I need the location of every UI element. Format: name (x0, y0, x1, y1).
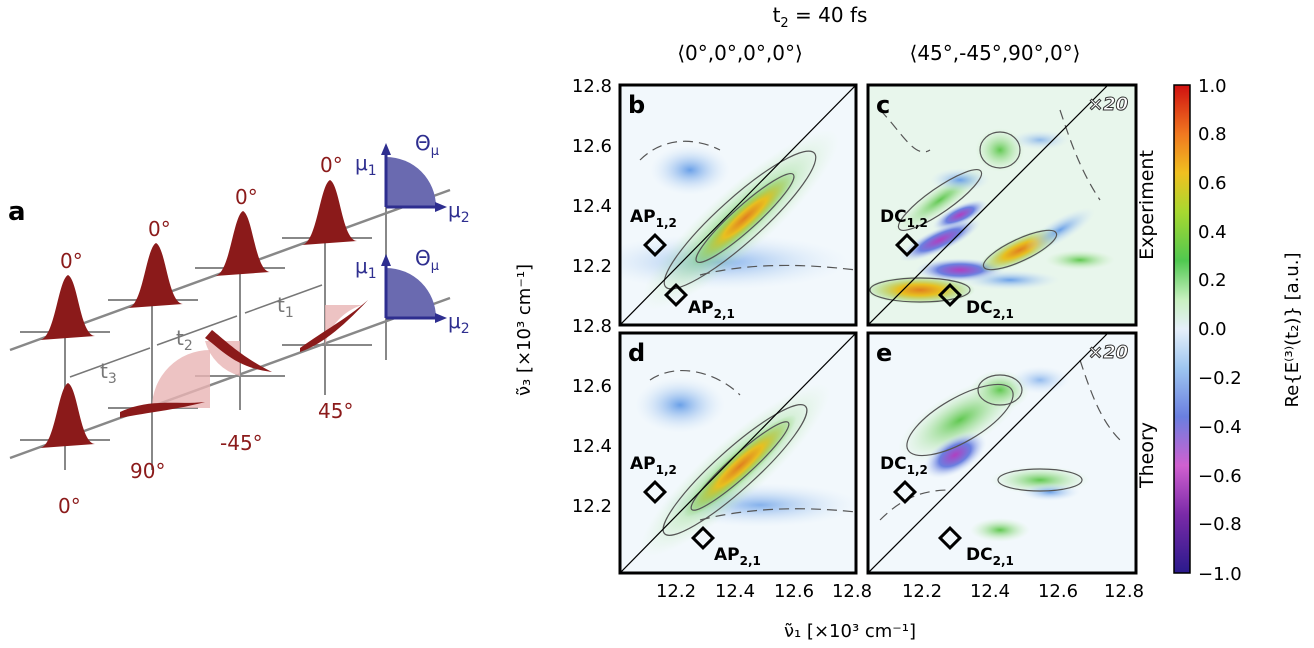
cbar-tick: 0.4 (1198, 222, 1227, 243)
y-tick: 12.4 (572, 196, 612, 217)
dipole-top (381, 143, 447, 212)
x-tick: 12.6 (774, 581, 814, 602)
colorbar: 1.0 0.8 0.6 0.4 0.2 0.0 −0.2 −0.4 −0.6 −… (1173, 76, 1303, 585)
x-tick: 12.2 (656, 581, 696, 602)
angle-top-3: 0° (235, 185, 258, 209)
angle-bottom-1: 0° (58, 494, 81, 518)
ap12-marker (642, 232, 668, 258)
angle-bottom-2: 90° (130, 459, 165, 483)
panel-e: e ×20 DC1,2 DC2,1 (866, 331, 1138, 575)
column-header-1: ⟨0°,0°,0°,0°⟩ (677, 41, 803, 65)
dc12-marker-c (894, 232, 920, 258)
panel-c-scale: ×20 (1088, 94, 1128, 115)
delay-t3: t3 (100, 359, 117, 387)
ap21-marker (663, 282, 689, 308)
panel-d: d AP1,2 AP2,1 (618, 331, 858, 575)
ap21-label: AP2,1 (688, 298, 735, 321)
mu1-label-bottom: μ1 (355, 254, 377, 282)
y-tick: 12.4 (572, 436, 612, 457)
t2-header: t2 = 40 fs (773, 3, 868, 31)
theta-label-bottom: Θμ (415, 246, 439, 274)
y-ticks: 12.8 12.6 12.4 12.2 12.8 12.6 12.4 12.2 (572, 76, 612, 517)
ap12-label: AP1,2 (630, 207, 677, 230)
panel-a-letter: a (8, 197, 26, 227)
angle-top-2: 0° (148, 217, 171, 241)
x-ticks: 12.2 12.4 12.6 12.8 12.2 12.4 12.6 12.8 (656, 581, 1144, 602)
x-axis-label: ν̃₁ [×10³ cm⁻¹] (784, 621, 916, 642)
x-tick: 12.8 (832, 581, 872, 602)
panel-b-letter: b (628, 91, 645, 119)
y-tick: 12.2 (572, 256, 612, 277)
delay-t1: t1 (277, 293, 294, 321)
cbar-tick: 1.0 (1198, 76, 1227, 97)
mu1-label-top: μ1 (355, 151, 377, 179)
ap21-marker-d (690, 525, 716, 551)
dc21-marker-e (937, 525, 963, 551)
y-axis-label: ν̃₃ [×10³ cm⁻¹] (514, 264, 535, 396)
x-tick: 12.8 (1104, 581, 1144, 602)
angle-bottom-3: -45° (220, 431, 263, 455)
cbar-tick: 0.2 (1198, 270, 1227, 291)
mu2-label-top: μ2 (448, 198, 470, 226)
y-tick: 12.2 (572, 496, 612, 517)
panel-b: b AP1,2 AP2,1 (618, 83, 858, 327)
cbar-tick: −0.4 (1198, 417, 1242, 438)
cbar-tick: 0.0 (1198, 319, 1227, 340)
dc21-marker-c (937, 282, 963, 308)
delay-t2: t2 (176, 326, 193, 354)
panel-c: c ×20 DC1,2 DC2,1 (866, 83, 1138, 327)
panel-e-letter: e (876, 339, 892, 367)
x-tick: 12.2 (902, 581, 942, 602)
cbar-tick: −0.6 (1198, 466, 1242, 487)
colorbar-ticks: 1.0 0.8 0.6 0.4 0.2 0.0 −0.2 −0.4 −0.6 −… (1198, 76, 1242, 585)
ap21-label-d: AP2,1 (714, 545, 761, 568)
colorbar-label: Re{E⁽³⁾(t₂)} [a.u.] (1282, 252, 1303, 407)
angle-bottom-4: 45° (318, 399, 353, 423)
dc12-label-e: DC1,2 (880, 454, 928, 477)
row-label-experiment: Experiment (1136, 150, 1158, 260)
theta-label-top: Θμ (415, 131, 439, 159)
x-tick: 12.6 (1038, 581, 1078, 602)
delay-arrows (69, 284, 323, 378)
angle-top-1: 0° (60, 249, 83, 273)
x-tick: 12.4 (970, 581, 1010, 602)
y-tick: 12.6 (572, 136, 612, 157)
angle-top-4: 0° (320, 153, 343, 177)
panel-d-letter: d (628, 339, 645, 367)
panel-c-letter: c (876, 91, 890, 119)
ap12-label-d: AP1,2 (630, 454, 677, 477)
bottom-pulses (40, 300, 368, 448)
cbar-tick: −0.8 (1198, 514, 1242, 535)
cbar-tick: 0.6 (1198, 173, 1227, 194)
y-tick: 12.8 (572, 316, 612, 337)
row-label-theory: Theory (1136, 422, 1158, 489)
dc21-label-e: DC2,1 (966, 545, 1014, 568)
top-pulses (40, 180, 357, 340)
dc12-label-c: DC1,2 (880, 207, 928, 230)
dipole-bottom (381, 254, 447, 323)
mu2-label-bottom: μ2 (448, 309, 470, 337)
x-tick: 12.4 (715, 581, 755, 602)
cbar-tick: −1.0 (1198, 564, 1242, 585)
column-header-2: ⟨45°,-45°,90°,0°⟩ (910, 41, 1081, 65)
cbar-tick: −0.2 (1198, 368, 1242, 389)
y-tick: 12.6 (572, 376, 612, 397)
cbar-tick: 0.8 (1198, 124, 1227, 145)
panel-a: a (8, 131, 470, 518)
dc12-marker-e (892, 479, 918, 505)
panel-e-scale: ×20 (1088, 342, 1128, 363)
dc21-label-c: DC2,1 (966, 298, 1014, 321)
ap12-marker-d (642, 479, 668, 505)
y-tick: 12.8 (572, 76, 612, 97)
